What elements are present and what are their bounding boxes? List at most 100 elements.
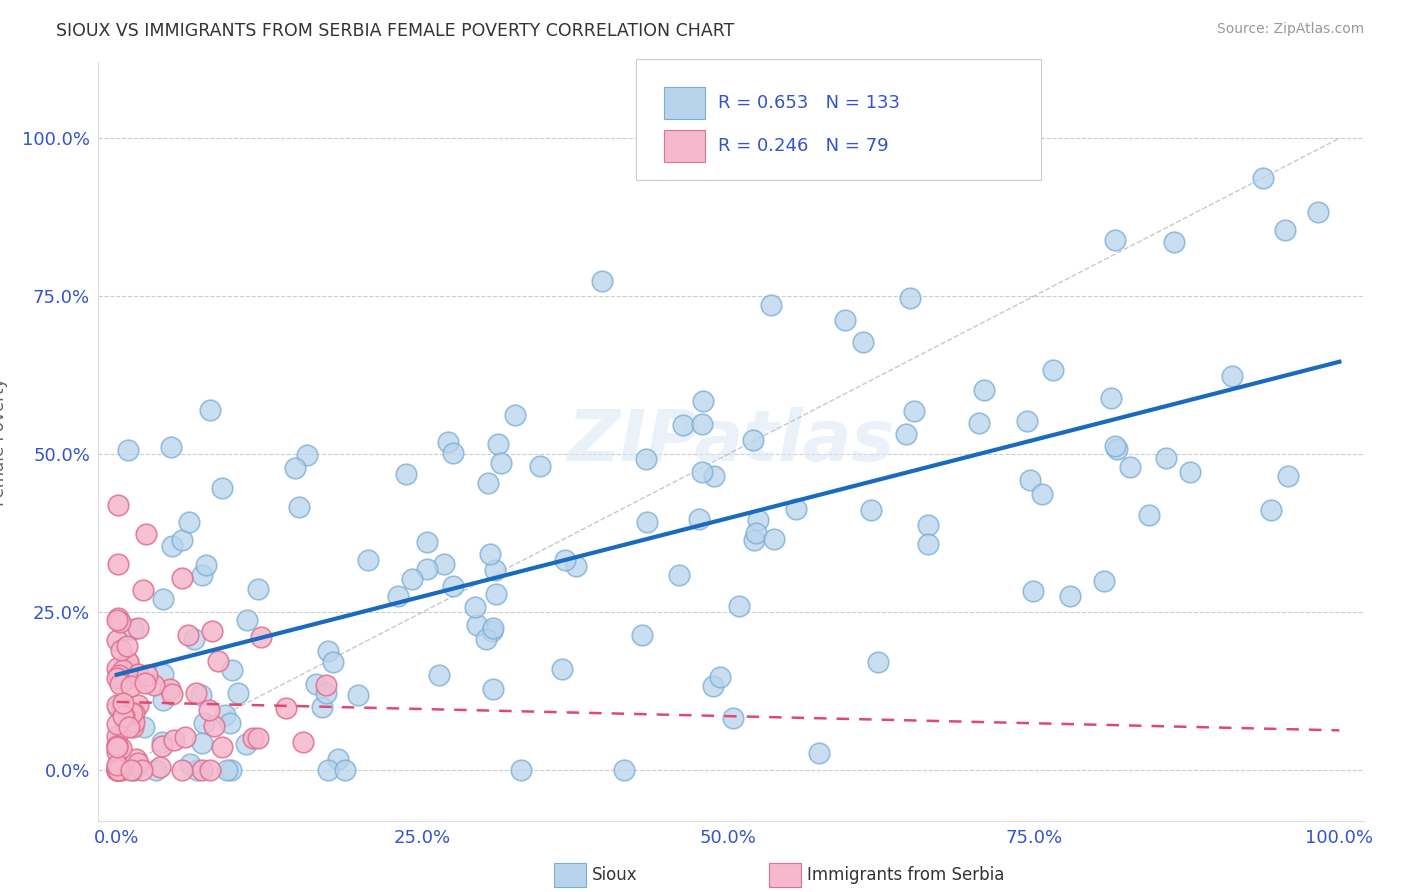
Point	[105, 613, 128, 627]
Point	[550, 662, 572, 676]
Point	[1104, 233, 1126, 247]
Point	[107, 763, 129, 777]
Point	[114, 718, 136, 732]
Point	[117, 655, 139, 669]
Point	[305, 677, 328, 691]
Point	[288, 500, 311, 514]
Point	[688, 511, 710, 525]
Point	[111, 663, 134, 677]
Point	[477, 475, 499, 490]
Point	[395, 467, 418, 482]
Point	[162, 687, 184, 701]
Point	[316, 763, 339, 777]
Point	[903, 404, 925, 418]
Text: ZIPatlas: ZIPatlas	[568, 407, 894, 476]
Point	[122, 622, 145, 636]
Point	[105, 738, 128, 752]
Point	[204, 719, 226, 733]
Point	[183, 632, 205, 647]
Point	[105, 730, 128, 744]
Point	[207, 654, 229, 668]
Point	[1277, 468, 1299, 483]
Point	[636, 515, 658, 529]
Point	[1017, 414, 1039, 428]
Point	[170, 533, 193, 548]
Point	[105, 716, 128, 731]
Point	[1042, 363, 1064, 377]
Point	[177, 516, 200, 530]
FancyBboxPatch shape	[664, 87, 704, 119]
Point	[291, 735, 314, 749]
Point	[191, 763, 214, 777]
Point	[111, 696, 134, 710]
Point	[246, 731, 269, 745]
Point	[387, 589, 409, 603]
Point	[415, 562, 437, 576]
Point	[1092, 574, 1115, 588]
Point	[276, 700, 298, 714]
Point	[510, 763, 533, 777]
Point	[672, 418, 695, 433]
Point	[122, 720, 145, 734]
Point	[1105, 442, 1128, 456]
Point	[554, 553, 576, 567]
Point	[692, 394, 714, 409]
Point	[357, 553, 380, 567]
Point	[120, 679, 142, 693]
Point	[163, 733, 186, 747]
Point	[316, 644, 339, 658]
Point	[136, 668, 159, 682]
Point	[1018, 473, 1040, 487]
Point	[433, 557, 456, 571]
Point	[742, 533, 765, 548]
Point	[1104, 439, 1126, 453]
Point	[834, 313, 856, 327]
Point	[112, 708, 135, 723]
Point	[690, 465, 713, 479]
Point	[485, 587, 508, 601]
Point	[311, 700, 333, 714]
Point	[198, 403, 221, 417]
Point	[1022, 584, 1045, 599]
Point	[315, 686, 337, 700]
Point	[284, 460, 307, 475]
Point	[465, 618, 488, 632]
Point	[117, 442, 139, 457]
Point	[190, 688, 212, 702]
Point	[121, 706, 143, 720]
Point	[479, 547, 502, 561]
Point	[333, 763, 356, 777]
Point	[105, 745, 128, 759]
Point	[631, 628, 654, 642]
Point	[427, 667, 450, 681]
Point	[415, 535, 437, 549]
Point	[762, 532, 785, 546]
Text: R = 0.653   N = 133: R = 0.653 N = 133	[718, 94, 900, 112]
Point	[120, 763, 142, 777]
Point	[807, 746, 830, 760]
Point	[105, 632, 128, 647]
Point	[105, 660, 128, 674]
Point	[107, 763, 129, 777]
Point	[172, 571, 194, 585]
Point	[1274, 223, 1296, 237]
Point	[107, 701, 129, 715]
Point	[145, 763, 167, 777]
Point	[107, 498, 129, 512]
Point	[200, 624, 222, 638]
Point	[481, 621, 503, 635]
FancyBboxPatch shape	[769, 863, 801, 888]
Point	[228, 686, 250, 700]
Point	[193, 716, 215, 731]
Point	[1099, 392, 1122, 406]
Point	[150, 735, 173, 749]
Point	[127, 756, 149, 770]
Point	[195, 558, 218, 573]
Point	[115, 640, 138, 654]
Point	[489, 456, 512, 470]
Point	[152, 693, 174, 707]
Point	[143, 678, 166, 692]
Point	[108, 668, 131, 682]
Y-axis label: Female Poverty: Female Poverty	[0, 377, 8, 506]
Point	[152, 667, 174, 681]
